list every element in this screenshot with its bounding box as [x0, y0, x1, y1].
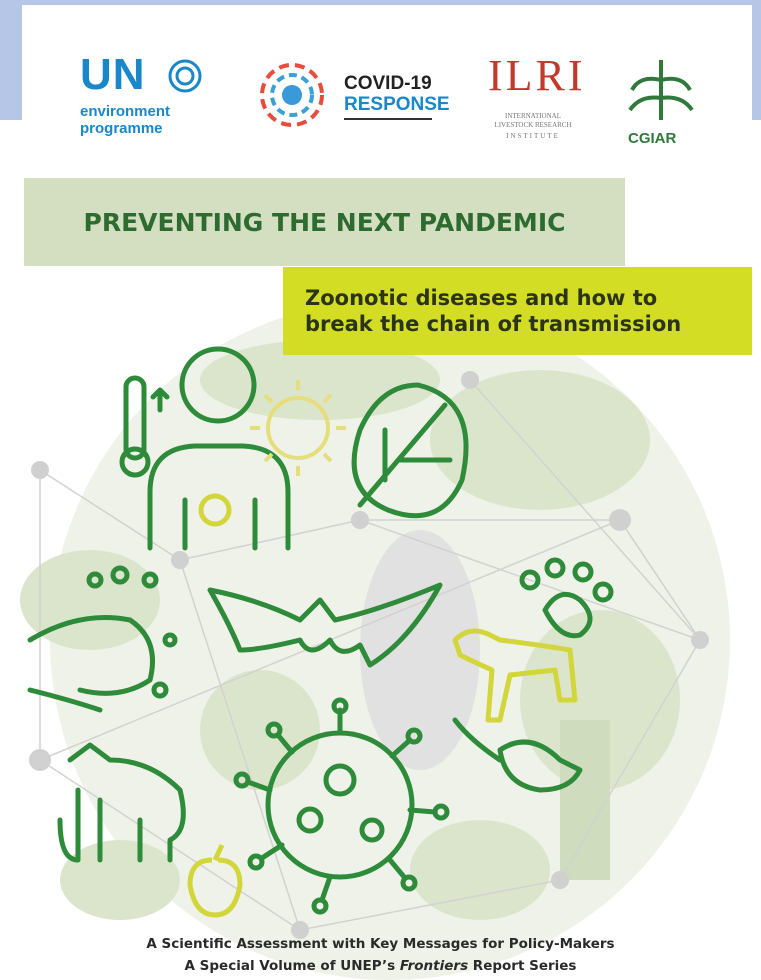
un-logo-text: environment [80, 103, 171, 120]
yellow-icons [187, 493, 578, 918]
sun-icon [250, 380, 346, 476]
subtitle-line: Zoonotic diseases and how to [305, 286, 658, 310]
subtitle-line: break the chain of transmission [305, 312, 682, 336]
un-logo: UN [80, 50, 146, 99]
footer-text: A Special Volume of UNEP’s [184, 958, 400, 974]
icons [27, 346, 614, 915]
footer-line: A Scientific Assessment with Key Message… [146, 936, 615, 952]
footer-text: Report Series [468, 958, 577, 974]
footer-line: A Special Volume of UNEP’s Frontiers Rep… [0, 958, 761, 974]
un-emblem [168, 59, 202, 93]
cgiar-logo: CGIAR [628, 130, 677, 147]
cover-subtitle: Zoonotic diseases and how to break the c… [283, 267, 752, 355]
footer-series-name: Frontiers [399, 958, 469, 974]
covid-logo-text: COVID-19 [344, 73, 432, 94]
covid-rule [344, 118, 432, 120]
cover-title: PREVENTING THE NEXT PANDEMIC [24, 178, 625, 266]
ilri-logo: ILRI [488, 51, 586, 100]
background-globe [20, 300, 730, 980]
network-nodes [29, 371, 709, 939]
ilri-logo-text: LIVESTOCK RESEARCH [494, 121, 572, 129]
ilri-logo-text: INSTITUTE [506, 132, 560, 140]
covid-logo-text: RESPONSE [344, 94, 450, 115]
ilri-logo-text: INTERNATIONAL [505, 112, 561, 120]
cgiar-emblem [628, 60, 694, 120]
un-logo-text: programme [80, 120, 163, 137]
covid-emblem [260, 63, 324, 127]
